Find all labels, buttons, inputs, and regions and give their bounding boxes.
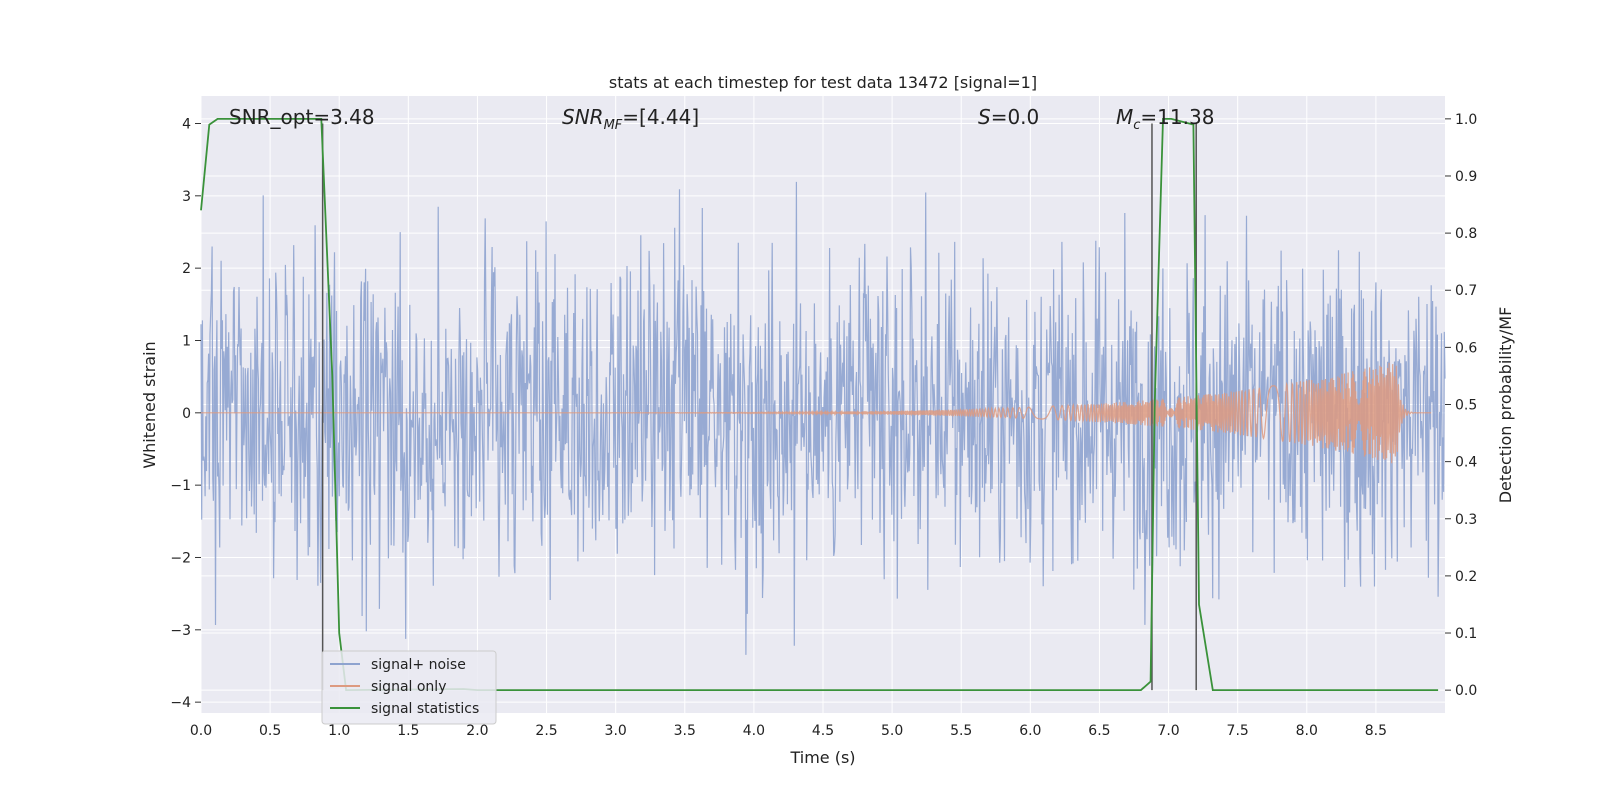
x-tick-label: 0.0 xyxy=(190,723,212,739)
y-right-tick-label: 0.4 xyxy=(1455,455,1477,471)
x-tick-label: 8.5 xyxy=(1365,723,1387,739)
annotation-s-value: =0.0 xyxy=(991,105,1040,129)
signal-statistics-line xyxy=(200,118,1439,692)
y-left-tick-label: 0 xyxy=(182,406,191,422)
annotation-mc-label: M xyxy=(1116,105,1133,129)
legend-box xyxy=(321,650,497,725)
x-tick-label: 7.5 xyxy=(1227,723,1249,739)
annotation-s-label: S xyxy=(978,105,991,129)
annotation-s: S=0.0 xyxy=(978,105,1039,129)
x-tick-label: 3.0 xyxy=(605,723,627,739)
y-right-ticks: 1.0 0.9 0.8 0.7 0.6 0.5 0.4 0.3 0.2 0.1 0.0 xyxy=(1445,112,1477,699)
annotation-mc-sub: c xyxy=(1133,118,1140,133)
y-right-tick-label: 0.8 xyxy=(1455,226,1477,242)
chart-title: stats at each timestep for test data 134… xyxy=(609,73,1037,92)
x-tick-label: 5.5 xyxy=(950,723,972,739)
y-left-tick-label: 2 xyxy=(182,261,191,277)
y-right-axis-label: Detection probability/MF xyxy=(1496,307,1515,504)
x-tick-label: 2.5 xyxy=(535,723,557,739)
y-left-tick-label: 3 xyxy=(182,189,191,205)
y-left-axis-label: Whitened strain xyxy=(140,341,159,468)
annotation-mc: Mc=11.38 xyxy=(1116,105,1214,133)
y-left-ticks: 4 3 2 1 0 −1 −2 −3 −4 xyxy=(170,116,201,711)
annotation-snr-mf-value: =[4.44] xyxy=(622,105,699,129)
x-tick-label: 8.0 xyxy=(1296,723,1318,739)
x-tick-label: 4.0 xyxy=(743,723,765,739)
x-tick-label: 3.5 xyxy=(674,723,696,739)
y-left-tick-label: −1 xyxy=(170,478,191,494)
y-right-tick-label: 0.2 xyxy=(1455,569,1477,585)
legend: signal+ noise signal only signal statist… xyxy=(321,650,497,725)
y-left-grid xyxy=(201,122,1445,703)
legend-label-signal-noise: signal+ noise xyxy=(371,657,466,673)
legend-label-signal-only: signal only xyxy=(371,679,446,695)
signal-noise-series xyxy=(200,181,1446,655)
y-right-tick-label: 0.9 xyxy=(1455,169,1477,185)
signal-only-line xyxy=(201,362,1432,464)
x-tick-label: 6.5 xyxy=(1088,723,1110,739)
signal-noise-line xyxy=(200,181,1446,655)
annotation-snr-opt: SNR_opt=3.48 xyxy=(229,105,375,129)
y-right-tick-label: 1.0 xyxy=(1455,112,1477,128)
y-right-tick-label: 0.5 xyxy=(1455,398,1477,414)
x-tick-label: 4.5 xyxy=(812,723,834,739)
x-tick-label: 2.0 xyxy=(466,723,488,739)
y-right-tick-label: 0.3 xyxy=(1455,512,1477,528)
annotation-mc-value: =11.38 xyxy=(1140,105,1214,129)
annotation-snr-mf-sub: MF xyxy=(604,118,623,133)
annotation-snr-mf: SNRMF=[4.44] xyxy=(562,105,699,133)
x-tick-label: 6.0 xyxy=(1019,723,1041,739)
y-left-tick-label: −3 xyxy=(170,623,191,639)
y-right-tick-label: 0.7 xyxy=(1455,283,1477,299)
x-ticks: 0.0 0.5 1.0 1.5 2.0 2.5 3.0 3.5 4.0 4.5 5.0 5.5 6.0 6… xyxy=(190,723,1387,739)
signal-only-series xyxy=(201,362,1432,464)
y-left-tick-label: 1 xyxy=(182,333,191,349)
y-right-tick-label: 0.6 xyxy=(1455,340,1477,356)
legend-label-signal-statistics: signal statistics xyxy=(371,701,479,717)
y-right-tick-label: 0.0 xyxy=(1455,683,1477,699)
y-left-tick-label: 4 xyxy=(182,116,191,132)
x-tick-label: 7.0 xyxy=(1157,723,1179,739)
x-tick-label: 1.0 xyxy=(328,723,350,739)
x-tick-label: 5.0 xyxy=(881,723,903,739)
annotation-snr-mf-prefix: SNR xyxy=(562,105,604,129)
x-tick-label: 1.5 xyxy=(397,723,419,739)
x-axis-label: Time (s) xyxy=(789,748,855,767)
signal-statistics-series xyxy=(200,118,1439,692)
y-left-tick-label: −4 xyxy=(170,695,191,711)
y-right-tick-label: 0.1 xyxy=(1455,626,1477,642)
y-left-tick-label: −2 xyxy=(170,550,191,566)
x-tick-label: 0.5 xyxy=(259,723,281,739)
